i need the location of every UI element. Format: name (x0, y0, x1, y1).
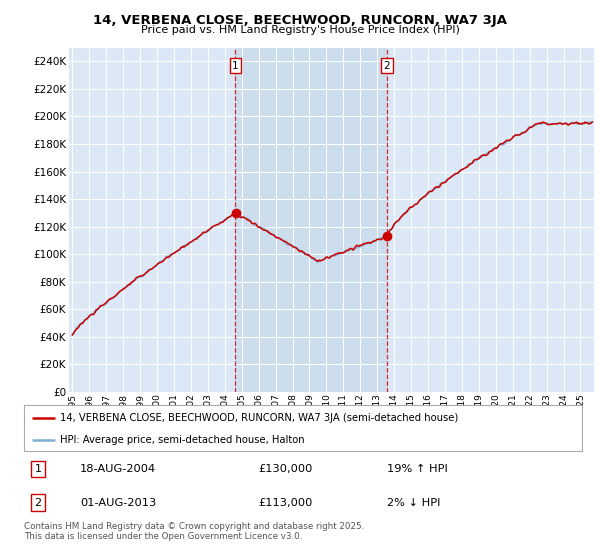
Text: 2: 2 (384, 60, 391, 71)
Text: HPI: Average price, semi-detached house, Halton: HPI: Average price, semi-detached house,… (60, 435, 305, 445)
Text: 14, VERBENA CLOSE, BEECHWOOD, RUNCORN, WA7 3JA (semi-detached house): 14, VERBENA CLOSE, BEECHWOOD, RUNCORN, W… (60, 413, 458, 423)
Text: 18-AUG-2004: 18-AUG-2004 (80, 464, 156, 474)
Bar (235, 48, 387, 392)
Text: 14, VERBENA CLOSE, BEECHWOOD, RUNCORN, WA7 3JA: 14, VERBENA CLOSE, BEECHWOOD, RUNCORN, W… (93, 14, 507, 27)
Text: £113,000: £113,000 (259, 497, 313, 507)
Text: 1: 1 (232, 60, 239, 71)
Text: 1: 1 (34, 464, 41, 474)
Text: 2% ↓ HPI: 2% ↓ HPI (387, 497, 440, 507)
Text: 19% ↑ HPI: 19% ↑ HPI (387, 464, 448, 474)
Text: £130,000: £130,000 (259, 464, 313, 474)
Text: 2: 2 (34, 497, 41, 507)
Text: Contains HM Land Registry data © Crown copyright and database right 2025.
This d: Contains HM Land Registry data © Crown c… (24, 522, 364, 542)
Text: Price paid vs. HM Land Registry's House Price Index (HPI): Price paid vs. HM Land Registry's House … (140, 25, 460, 35)
Text: 01-AUG-2013: 01-AUG-2013 (80, 497, 156, 507)
